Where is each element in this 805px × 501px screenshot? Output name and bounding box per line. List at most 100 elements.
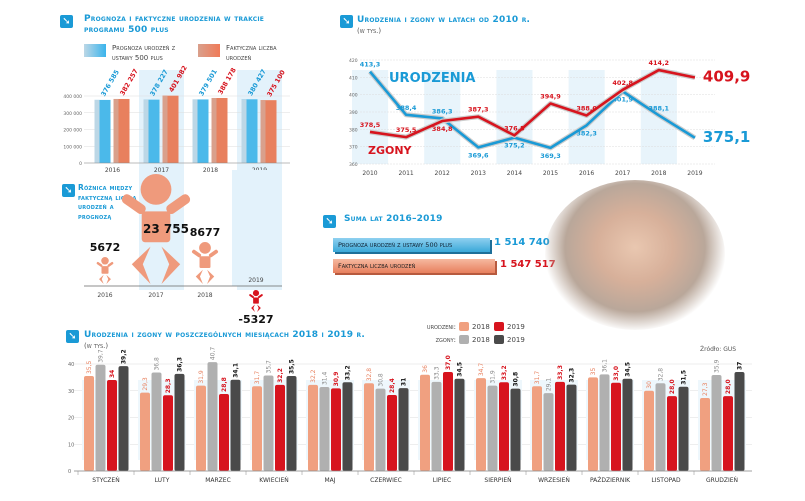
point-label: 388,4 xyxy=(396,104,417,112)
baby-pictogram-negative xyxy=(249,290,263,312)
legend-swatch-deaths-2018 xyxy=(459,335,469,344)
month-bar xyxy=(286,376,297,471)
legend-swatch-births-2018 xyxy=(459,322,469,331)
month-bar xyxy=(443,372,453,471)
bar-value-label: 31,9 xyxy=(198,370,205,384)
month-bar xyxy=(308,384,318,471)
x-tick-label: 2017 xyxy=(154,167,169,174)
bar-value-label: 39,7 xyxy=(98,349,105,363)
bar-value-label: 27,3 xyxy=(702,382,709,396)
bar-value-label: 30,9 xyxy=(333,372,340,387)
point-label: 375,1 xyxy=(703,128,750,146)
legend-swatch-forecast xyxy=(84,44,106,57)
y-tick-label: 100 000 xyxy=(63,144,82,150)
bar-value-label: 32,2 xyxy=(310,369,317,383)
bar-value-label: 34,7 xyxy=(478,363,485,377)
baby-shape xyxy=(131,246,151,284)
baby-photo xyxy=(545,180,725,330)
baby-shape xyxy=(161,246,181,284)
month-bar xyxy=(667,396,677,471)
month-bar xyxy=(431,381,442,471)
x-tick-label: 2012 xyxy=(435,170,450,177)
point-label: 387,3 xyxy=(468,106,489,114)
bar-value-label: 28,0 xyxy=(725,379,732,394)
bar-value-label: 33,3 xyxy=(557,365,564,380)
bar-shade xyxy=(211,97,217,163)
x-tick-label: LISTOPAD xyxy=(651,477,681,484)
baby-shape xyxy=(199,242,211,254)
baby-shape xyxy=(253,297,259,304)
bar-value-label: 32,2 xyxy=(277,368,284,383)
bar-value-label: 31,7 xyxy=(254,371,261,385)
y-tick-label: 300 000 xyxy=(63,111,82,117)
x-tick-label: MARZEC xyxy=(205,477,231,484)
month-bar xyxy=(275,384,285,471)
bar-value-label: 35,9 xyxy=(714,359,721,373)
point-label: 369,6 xyxy=(468,151,489,159)
y-tick-label: 0 xyxy=(68,469,71,475)
bar-value-label: 30 xyxy=(646,381,653,389)
month-bar xyxy=(263,375,274,471)
x-tick-label: PAŹDZIERNIK xyxy=(590,476,631,484)
x-tick-label: GRUDZIEŃ xyxy=(706,477,738,484)
point-label: 401,9 xyxy=(612,95,633,103)
bar-value-label: 30,8 xyxy=(378,373,385,387)
difference-value: -5327 xyxy=(238,313,273,326)
legend-swatch-births-2019 xyxy=(494,322,504,331)
month-bar xyxy=(118,366,129,471)
point-label: 413,3 xyxy=(360,61,381,69)
bar-value-label: 28,3 xyxy=(165,378,172,393)
month-bar xyxy=(219,393,229,471)
legend-swatch-deaths-2019 xyxy=(494,335,504,344)
bar-value-label: 28,4 xyxy=(389,378,396,393)
legend-label-deaths-2019: 2019 xyxy=(507,336,525,344)
bar-value-label: 35,5 xyxy=(289,359,296,374)
month-bar xyxy=(510,388,521,471)
month-bar xyxy=(734,372,745,471)
point-label: 388,1 xyxy=(649,104,670,112)
y-tick-label: 30 xyxy=(68,389,74,395)
month-bar xyxy=(599,374,610,471)
sum-bar-forecast: Prognoza urodzeń z ustawy 500 plus xyxy=(333,238,490,252)
bar-value-label: 32,8 xyxy=(366,368,373,382)
month-bar xyxy=(476,378,486,471)
arrow-icon: ➘ xyxy=(323,215,336,228)
bar-value-label: 36,3 xyxy=(177,357,184,372)
baby-shape xyxy=(99,274,104,284)
baby-shape xyxy=(249,294,254,299)
baby-shape xyxy=(101,266,109,274)
month-bar xyxy=(723,396,733,471)
y-tick-label: 360 xyxy=(349,162,358,168)
bar-value-label: 31,4 xyxy=(322,371,329,385)
y-tick-label: 410 xyxy=(349,75,358,81)
month-bar xyxy=(375,388,386,471)
month-bar xyxy=(543,393,554,471)
bar-value-label: 35 xyxy=(590,368,597,376)
arrow-icon: ➘ xyxy=(60,15,73,28)
baby-shape xyxy=(140,174,172,205)
arrow-icon: ➘ xyxy=(62,184,75,197)
month-bar xyxy=(499,382,509,471)
point-label: 394,9 xyxy=(540,93,561,101)
month-bar xyxy=(711,374,722,471)
bar-value-label: 36 xyxy=(422,365,429,373)
bar-value-label: 32,3 xyxy=(569,368,576,383)
x-tick-label: WRZESIEŃ xyxy=(538,477,570,484)
legend-label-births-2018: 2018 xyxy=(472,323,490,331)
bar-value-label: 31,9 xyxy=(490,370,497,384)
x-tick-label: 2018 xyxy=(197,292,212,299)
point-label: 378,5 xyxy=(360,121,381,129)
baby-shape xyxy=(257,304,261,312)
arrow-icon: ➘ xyxy=(66,330,79,343)
baby-shape xyxy=(106,274,111,284)
bar-shade xyxy=(192,99,198,163)
x-tick-label: 2019 xyxy=(248,277,263,284)
y-tick-label: 20 xyxy=(68,416,74,422)
month-bar xyxy=(532,386,542,471)
x-tick-label: LUTY xyxy=(155,477,170,484)
highlight-band xyxy=(232,170,280,286)
y-tick-label: 40 xyxy=(68,362,74,368)
bar-shade xyxy=(94,99,100,163)
bar-value-label: 28,0 xyxy=(669,379,676,394)
month-bar xyxy=(487,385,498,471)
